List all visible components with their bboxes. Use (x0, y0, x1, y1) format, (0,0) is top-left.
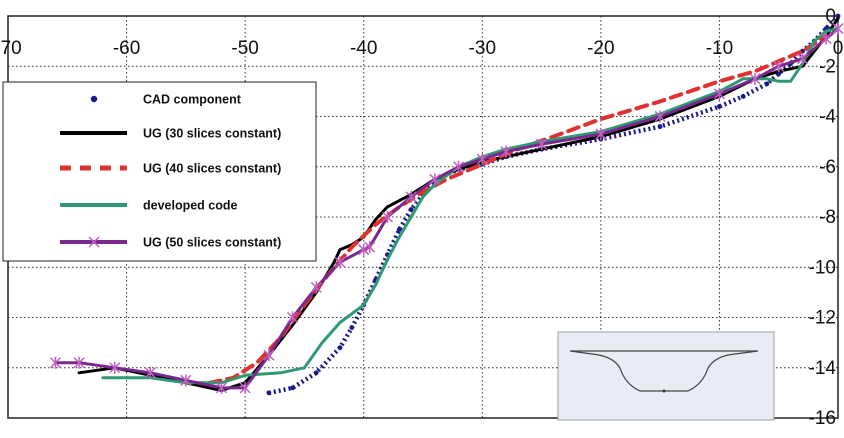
profile-inset-image (557, 331, 775, 421)
legend-entry: UG (40 slices constant) (60, 162, 281, 176)
data-point (144, 366, 156, 379)
data-point (476, 153, 488, 166)
legend-entry: developed code (60, 199, 238, 213)
data-point (408, 207, 414, 212)
data-point (595, 128, 607, 141)
y-axis-ticks: 0 -2 -4 -6 -8 -10 -12 -14 -16 (809, 6, 837, 429)
data-point (657, 124, 663, 129)
data-point (239, 381, 251, 394)
legend-marker (88, 236, 100, 248)
series-line (53, 27, 840, 390)
x-axis-ticks: -70 -60 -50 -40 -30 -20 -10 0 (0, 38, 843, 59)
y-tick-label: -4 (819, 107, 836, 128)
legend-entry: UG (50 slices constant) (60, 236, 281, 250)
legend: CAD component UG (30 slices constant) UG (… (2, 81, 317, 262)
legend-items: CAD component UG (30 slices constant) UG (… (60, 93, 281, 250)
legend-label: UG (50 slices constant) (143, 236, 281, 250)
data-point (349, 325, 355, 330)
data-point (740, 94, 746, 99)
data-point (381, 211, 393, 223)
x-tick-label: -60 (113, 38, 140, 59)
series-line (207, 34, 829, 385)
legend-label: CAD component (143, 93, 242, 107)
y-tick-label: -10 (809, 257, 836, 278)
data-point (263, 349, 275, 362)
legend-entry: UG (30 slices constant) (60, 127, 281, 141)
data-point (337, 345, 343, 351)
legend-box (2, 81, 317, 262)
data-point (796, 52, 808, 65)
y-tick-label: -6 (819, 157, 836, 178)
data-point (358, 243, 370, 256)
data-point (654, 110, 666, 123)
y-tick-label: -16 (809, 408, 836, 429)
x-tick-label: -70 (0, 38, 22, 59)
data-point (73, 356, 85, 369)
data-point (835, 13, 841, 19)
data-point (290, 385, 295, 391)
data-point (536, 138, 548, 151)
data-point (334, 256, 346, 269)
y-tick-label: -12 (809, 308, 836, 329)
legend-label: UG (40 slices constant) (143, 162, 281, 176)
data-point (310, 281, 322, 294)
legend-swatch (90, 95, 98, 103)
series-layer (49, 13, 844, 396)
data-point (713, 87, 725, 100)
data-point (832, 22, 844, 35)
data-point (453, 160, 465, 173)
data-point (266, 390, 272, 396)
data-point (49, 356, 61, 369)
data-point (764, 81, 770, 87)
data-point (429, 173, 441, 186)
data-point (287, 311, 299, 324)
legend-label: developed code (143, 199, 238, 213)
data-point (364, 241, 376, 254)
data-point (109, 361, 121, 374)
x-tick-label: -40 (350, 38, 377, 59)
data-point (773, 60, 785, 73)
data-point (820, 32, 832, 45)
y-tick-label: -14 (809, 358, 837, 379)
y-tick-label: -8 (819, 207, 836, 228)
x-tick-label: -30 (469, 38, 496, 59)
legend-label: UG (30 slices constant) (143, 127, 281, 141)
data-point (749, 72, 761, 85)
data-point (313, 370, 319, 376)
series-5 (49, 22, 844, 394)
x-tick-label: -20 (587, 38, 614, 59)
y-tick-label: -2 (819, 56, 836, 77)
legend-entry: CAD component (90, 93, 242, 107)
x-tick-label: 0 (833, 38, 844, 59)
series-3 (207, 34, 829, 385)
x-tick-label: -10 (706, 38, 733, 59)
data-point (180, 374, 192, 387)
data-point (405, 190, 417, 203)
data-point (500, 145, 512, 158)
data-point (717, 104, 722, 109)
x-tick-label: -50 (231, 38, 258, 59)
data-point (215, 381, 227, 394)
data-point (396, 227, 402, 232)
y-tick-label: 0 (825, 6, 836, 27)
